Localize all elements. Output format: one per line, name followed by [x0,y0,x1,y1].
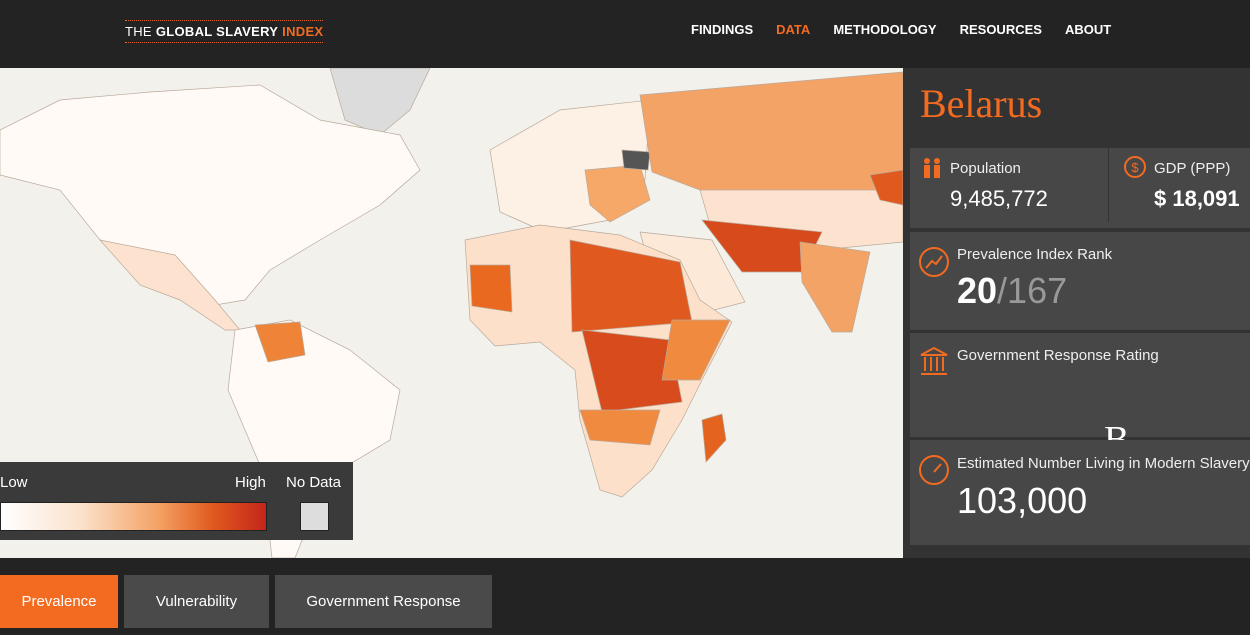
svg-text:$: $ [1131,160,1139,175]
rank-label: Prevalence Index Rank [957,246,1113,263]
rank-number: 20 [957,270,998,311]
madagascar[interactable] [701,413,727,463]
southern-africa[interactable] [579,409,661,446]
india[interactable] [799,241,871,333]
header: THE GLOBAL SLAVERY INDEX FINDINGS DATA MET… [0,0,1250,68]
rank-total: /167 [997,270,1068,311]
gdp-label: GDP (PPP) [1154,160,1231,177]
legend-high: High [235,474,266,491]
logo-suffix: INDEX [282,24,324,39]
belarus[interactable] [621,149,651,171]
estimate-label: Estimated Number Living in Modern Slaver… [957,455,1250,472]
nav-item[interactable]: FINDINGS [691,22,754,37]
logo-main: GLOBAL SLAVERY [155,24,279,39]
rating-label: Government Response Rating [957,347,1159,364]
mauritania[interactable] [469,264,513,313]
nav-item[interactable]: ABOUT [1064,22,1112,37]
country-name: Belarus [920,81,1043,126]
tab[interactable]: Vulnerability [124,575,269,628]
rank-value: 20/167 [957,270,1067,312]
stats-card: Population 9,485,772 $ GDP (PPP) $ 18,09… [910,148,1250,228]
tab-bar: Prevalence Vulnerability Government Respon… [0,558,1250,635]
population-icon [924,158,940,178]
population-value: 9,485,772 [950,186,1048,211]
estimate-value: 103,000 [957,480,1088,521]
population-label: Population [950,160,1021,177]
nav-item[interactable]: METHODOLOGY [833,22,937,37]
rating-icon [920,346,948,375]
nav-item[interactable]: DATA [776,22,811,37]
central-africa[interactable] [581,329,683,413]
estimate-icon [919,455,949,485]
logo[interactable]: THE GLOBAL SLAVERY INDEX [125,20,324,43]
tab[interactable]: Government Response [275,575,492,628]
rank-card: Prevalence Index Rank 20/167 [910,232,1250,330]
rating-card: Government Response Rating AAAAAABBBBBBC… [910,333,1250,461]
gdp-icon: $ [1124,156,1146,178]
legend-low: Low [0,474,28,491]
gdp-value: $ 18,091 [1154,186,1240,211]
venezuela[interactable] [254,321,306,363]
mexico[interactable] [99,239,241,331]
legend-no-data: No Data [286,474,342,491]
nav: FINDINGS DATA METHODOLOGY RESOURCES ABOUT [691,22,1111,37]
country-panel: Belarus Population 9,485,772 $ GDP (PPP)… [903,68,1250,558]
nav-item[interactable]: RESOURCES [959,22,1042,37]
estimate-card: Estimated Number Living in Modern Slaver… [910,440,1250,545]
divider [1108,148,1109,222]
legend-gradient [0,502,267,531]
tab[interactable]: Prevalence [0,575,118,628]
legend: Low High No Data [0,462,353,540]
east-asia-edge[interactable] [869,169,903,206]
greenland [329,68,431,136]
legend-no-data-swatch [300,502,329,531]
north-america[interactable] [0,84,421,306]
rank-icon [919,247,949,277]
logo-prefix: THE [125,24,152,39]
east-africa[interactable] [661,319,731,381]
russia[interactable] [639,71,903,193]
